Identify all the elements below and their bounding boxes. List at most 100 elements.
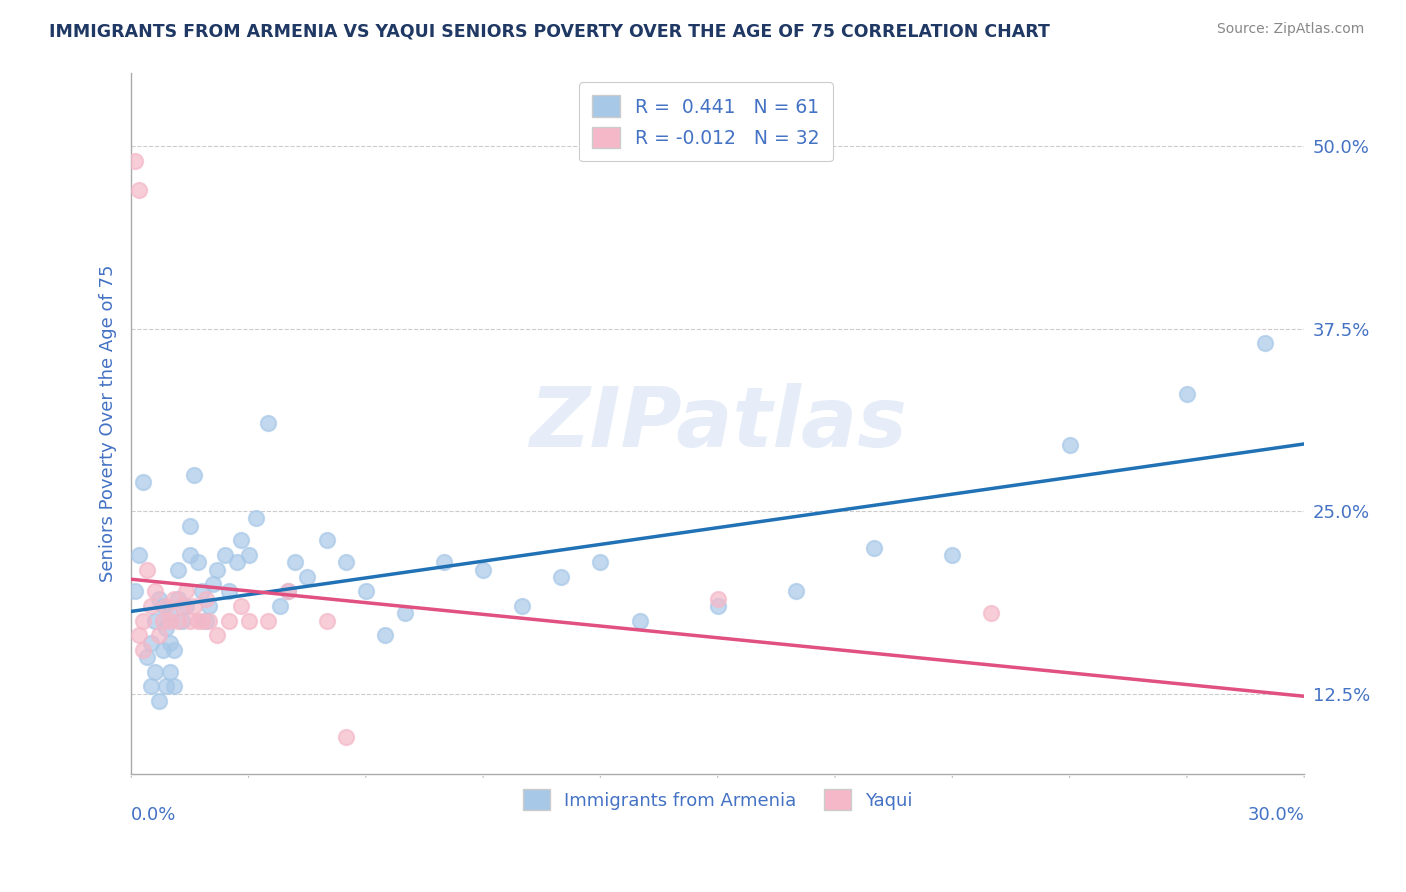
- Point: [143, 614, 166, 628]
- Point: [472, 562, 495, 576]
- Point: [225, 555, 247, 569]
- Point: [284, 555, 307, 569]
- Point: [174, 599, 197, 613]
- Point: [159, 635, 181, 649]
- Point: [1059, 438, 1081, 452]
- Point: [163, 643, 186, 657]
- Point: [706, 591, 728, 606]
- Point: [238, 548, 260, 562]
- Point: [315, 614, 337, 628]
- Point: [132, 614, 155, 628]
- Point: [135, 650, 157, 665]
- Point: [183, 599, 205, 613]
- Point: [179, 548, 201, 562]
- Point: [167, 591, 190, 606]
- Point: [143, 584, 166, 599]
- Point: [170, 614, 193, 628]
- Point: [163, 591, 186, 606]
- Point: [269, 599, 291, 613]
- Point: [152, 614, 174, 628]
- Point: [510, 599, 533, 613]
- Point: [706, 599, 728, 613]
- Point: [159, 607, 181, 621]
- Legend: Immigrants from Armenia, Yaqui: Immigrants from Armenia, Yaqui: [516, 782, 920, 818]
- Point: [295, 570, 318, 584]
- Point: [159, 614, 181, 628]
- Text: 30.0%: 30.0%: [1247, 806, 1305, 824]
- Point: [187, 555, 209, 569]
- Point: [132, 475, 155, 489]
- Point: [229, 533, 252, 548]
- Point: [179, 614, 201, 628]
- Point: [335, 731, 357, 745]
- Point: [148, 628, 170, 642]
- Point: [589, 555, 612, 569]
- Point: [257, 417, 280, 431]
- Text: IMMIGRANTS FROM ARMENIA VS YAQUI SENIORS POVERTY OVER THE AGE OF 75 CORRELATION : IMMIGRANTS FROM ARMENIA VS YAQUI SENIORS…: [49, 22, 1050, 40]
- Point: [132, 643, 155, 657]
- Point: [550, 570, 572, 584]
- Point: [941, 548, 963, 562]
- Point: [139, 679, 162, 693]
- Point: [335, 555, 357, 569]
- Point: [229, 599, 252, 613]
- Point: [124, 584, 146, 599]
- Point: [155, 679, 177, 693]
- Text: ZIPatlas: ZIPatlas: [529, 383, 907, 464]
- Point: [128, 183, 150, 197]
- Point: [198, 614, 221, 628]
- Point: [218, 614, 240, 628]
- Y-axis label: Seniors Poverty Over the Age of 75: Seniors Poverty Over the Age of 75: [100, 265, 117, 582]
- Point: [218, 584, 240, 599]
- Point: [187, 614, 209, 628]
- Point: [139, 635, 162, 649]
- Point: [152, 599, 174, 613]
- Point: [167, 614, 190, 628]
- Point: [135, 562, 157, 576]
- Point: [128, 548, 150, 562]
- Point: [277, 584, 299, 599]
- Point: [190, 584, 212, 599]
- Point: [174, 584, 197, 599]
- Point: [183, 467, 205, 482]
- Point: [143, 665, 166, 679]
- Point: [139, 599, 162, 613]
- Point: [179, 518, 201, 533]
- Point: [198, 599, 221, 613]
- Point: [194, 591, 217, 606]
- Point: [148, 694, 170, 708]
- Point: [167, 562, 190, 576]
- Point: [628, 614, 651, 628]
- Point: [257, 614, 280, 628]
- Point: [785, 584, 807, 599]
- Point: [148, 591, 170, 606]
- Point: [433, 555, 456, 569]
- Text: Source: ZipAtlas.com: Source: ZipAtlas.com: [1216, 22, 1364, 37]
- Point: [207, 562, 229, 576]
- Point: [155, 599, 177, 613]
- Point: [128, 628, 150, 642]
- Point: [245, 511, 267, 525]
- Text: 0.0%: 0.0%: [131, 806, 177, 824]
- Point: [238, 614, 260, 628]
- Point: [170, 599, 193, 613]
- Point: [159, 665, 181, 679]
- Point: [124, 153, 146, 168]
- Point: [277, 584, 299, 599]
- Point: [1175, 387, 1198, 401]
- Point: [202, 577, 225, 591]
- Point: [163, 679, 186, 693]
- Point: [394, 607, 416, 621]
- Point: [155, 621, 177, 635]
- Point: [354, 584, 377, 599]
- Point: [190, 614, 212, 628]
- Point: [374, 628, 396, 642]
- Point: [863, 541, 886, 555]
- Point: [214, 548, 236, 562]
- Point: [194, 614, 217, 628]
- Point: [980, 607, 1002, 621]
- Point: [315, 533, 337, 548]
- Point: [152, 643, 174, 657]
- Point: [1254, 336, 1277, 351]
- Point: [207, 628, 229, 642]
